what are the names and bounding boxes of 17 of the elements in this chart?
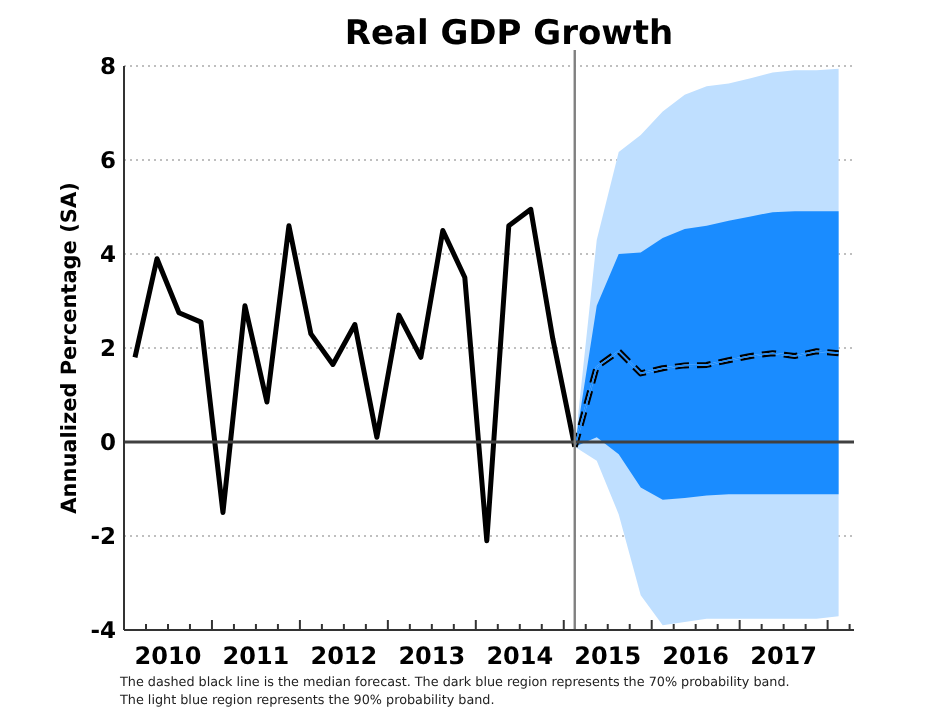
y-tick-label: -2 xyxy=(90,522,116,550)
x-tick-label: 2012 xyxy=(310,642,378,670)
x-tick-label: 2013 xyxy=(398,642,466,670)
x-tick-label: 2017 xyxy=(750,642,818,670)
x-tick-label: 2015 xyxy=(574,642,642,670)
y-tick-label: 8 xyxy=(99,52,116,80)
y-tick-label: -4 xyxy=(90,616,116,644)
y-tick-label: 2 xyxy=(99,334,116,362)
y-tick-label: 6 xyxy=(99,146,116,174)
x-tick-label: 2014 xyxy=(486,642,554,670)
x-tick-label: 2010 xyxy=(134,642,202,670)
y-axis-title: Annualized Percentage (SA) xyxy=(58,182,82,514)
y-tick-label: 4 xyxy=(99,240,116,268)
x-tick-label: 2011 xyxy=(222,642,290,670)
y-tick-label: 0 xyxy=(99,428,116,456)
x-tick-label: 2016 xyxy=(662,642,730,670)
chart-title: Real GDP Growth xyxy=(344,14,674,54)
